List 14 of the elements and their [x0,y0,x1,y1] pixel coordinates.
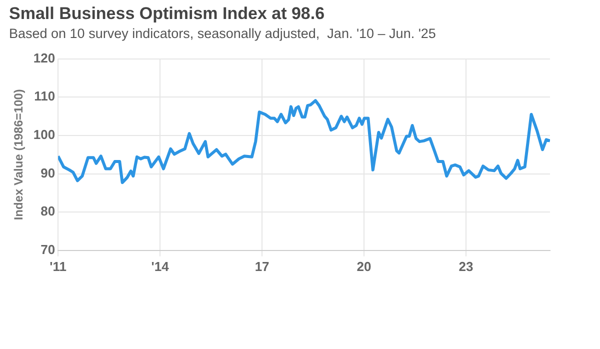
y-axis-title: Index Value (1986=100) [12,89,26,220]
y-tick-label: 70 [40,242,56,257]
y-tick-label: 100 [33,127,56,142]
y-tick-label: 110 [34,88,56,104]
y-tick-label: 80 [40,204,56,219]
x-tick-label: 23 [458,258,474,274]
y-tick-label: 120 [33,50,56,66]
x-tick-label: '14 [151,258,170,274]
y-tick-label: 90 [40,165,56,180]
chart-title: Small Business Optimism Index at 98.6 [9,4,325,24]
x-tick-label: '11 [50,258,67,274]
chart-subtitle: Based on 10 survey indicators, seasonally adjusted, Jan. '10 – Jun. '25 [9,26,436,41]
x-tick-label: 17 [254,258,270,274]
x-tick-label: 20 [356,258,372,274]
